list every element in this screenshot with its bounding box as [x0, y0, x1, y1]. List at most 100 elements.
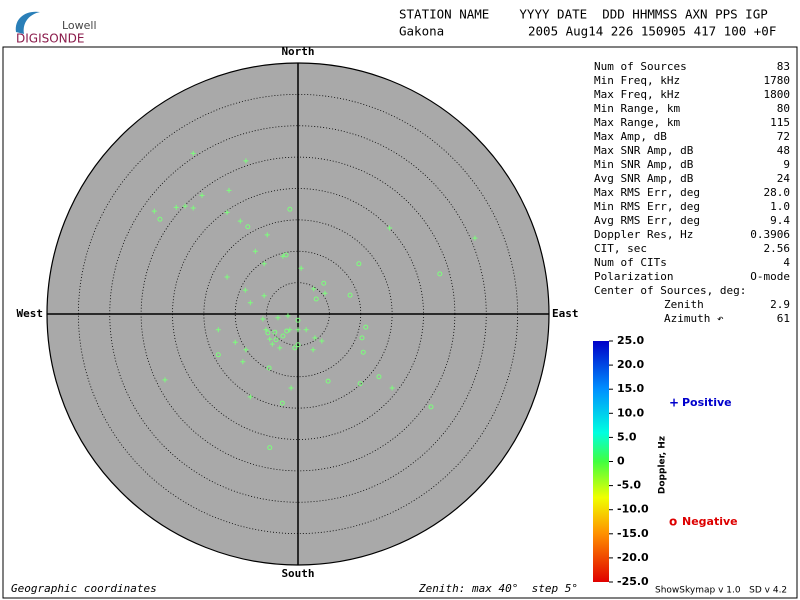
colorbar-tick-label: 25.0 — [617, 334, 644, 347]
source-positive — [199, 192, 205, 198]
stat-value: 115 — [770, 116, 790, 129]
header-station: Gakona — [399, 24, 444, 39]
source-negative — [215, 352, 221, 358]
center-title: Center of Sources, deg: — [594, 284, 746, 297]
source-positive — [322, 290, 328, 296]
colorbar-tick-label: -25.0 — [617, 575, 649, 588]
source-positive — [260, 316, 266, 322]
stat-value: O-mode — [750, 270, 790, 283]
stat-label: Max RMS Err, deg — [594, 186, 700, 199]
source-positive — [226, 187, 232, 193]
source-negative — [360, 349, 366, 355]
source-positive — [247, 394, 253, 400]
stat-label: Max Amp, dB — [594, 130, 667, 143]
colorbar-label: Doppler, Hz — [658, 436, 668, 494]
footer-left: Geographic coordinates — [11, 582, 157, 595]
frame — [2, 46, 798, 599]
colorbar-tick-label: 0 — [617, 455, 625, 468]
center-value: 61 — [777, 312, 790, 325]
stat-label: Avg SNR Amp, dB — [594, 172, 694, 185]
footer-middle: Zenith: max 40° step 5° — [418, 582, 578, 595]
source-negative — [287, 206, 293, 212]
stat-value: 9 — [783, 158, 790, 171]
direction-label: East — [552, 307, 579, 320]
source-negative — [347, 292, 353, 298]
stat-label: Doppler Res, Hz — [594, 228, 693, 241]
source-positive — [173, 204, 179, 210]
source-positive — [232, 339, 238, 345]
stat-value: 1.0 — [770, 200, 790, 213]
logo-top: Lowell — [62, 19, 97, 32]
source-positive — [298, 265, 304, 271]
source-positive — [243, 347, 249, 353]
stat-value: 1780 — [764, 74, 791, 87]
source-positive — [224, 274, 230, 280]
source-negative — [356, 261, 362, 267]
source-negative — [280, 333, 286, 339]
source-negative — [363, 324, 369, 330]
colorbar-tick-label: -20.0 — [617, 551, 649, 564]
source-negative — [295, 317, 301, 323]
source-positive — [162, 377, 168, 383]
legend-label: Positive — [682, 396, 732, 409]
stat-label: Min RMS Err, deg — [594, 200, 700, 213]
source-positive — [215, 327, 221, 333]
stat-value: 48 — [777, 144, 790, 157]
colorbar-tick-label: 20.0 — [617, 358, 644, 371]
source-positive — [319, 338, 325, 344]
stat-label: Min SNR Amp, dB — [594, 158, 694, 171]
source-positive — [311, 286, 317, 292]
colorbar-tick-label: 10.0 — [617, 406, 644, 419]
stat-value: 72 — [777, 130, 790, 143]
footer-right: ShowSkymap v 1.0 SD v 4.2 — [655, 586, 787, 596]
legend-symbol: o — [669, 515, 677, 529]
source-positive — [190, 205, 196, 211]
source-positive — [261, 261, 267, 267]
source-positive — [387, 225, 393, 231]
source-positive — [240, 359, 246, 365]
source-positive — [288, 385, 294, 391]
stat-label: Min Freq, kHz — [594, 74, 680, 87]
source-negative — [359, 335, 365, 341]
source-negative — [313, 296, 319, 302]
stat-label: Max Freq, kHz — [594, 88, 680, 101]
source-negative — [357, 381, 363, 387]
source-negative — [325, 378, 331, 384]
stat-value: 24 — [777, 172, 791, 185]
stat-label: Num of CITs — [594, 256, 667, 269]
source-negative — [265, 330, 271, 336]
center-label: Azimuth ↶ — [664, 312, 724, 325]
source-positive — [190, 150, 196, 156]
stat-value: 2.56 — [764, 242, 791, 255]
source-positive — [224, 209, 230, 215]
direction-label: South — [281, 567, 314, 580]
colorbar — [593, 341, 609, 582]
source-negative — [376, 374, 382, 380]
source-negative — [437, 271, 443, 277]
source-positive — [275, 315, 281, 321]
source-positive — [243, 158, 249, 164]
source-positive — [277, 345, 283, 351]
source-negative — [273, 337, 279, 343]
logo-swoosh — [15, 11, 40, 34]
colorbar-tick-label: 15.0 — [617, 382, 644, 395]
source-positive — [310, 347, 316, 353]
source-positive — [252, 248, 258, 254]
source-positive — [261, 293, 267, 299]
stat-value: 1800 — [764, 88, 791, 101]
source-positive — [312, 335, 318, 341]
stat-label: CIT, sec — [594, 242, 647, 255]
source-negative — [284, 328, 290, 334]
colorbar-tick-label: -15.0 — [617, 527, 649, 540]
legend-symbol: + — [669, 396, 679, 410]
source-negative — [157, 216, 163, 222]
source-negative — [266, 365, 272, 371]
colorbar-tick-label: 5.0 — [617, 430, 637, 443]
source-positive — [242, 287, 248, 293]
direction-label: West — [17, 307, 44, 320]
source-positive — [264, 232, 270, 238]
source-negative — [321, 280, 327, 286]
center-label: Zenith — [664, 298, 704, 311]
source-negative — [245, 224, 251, 230]
source-negative — [428, 404, 434, 410]
